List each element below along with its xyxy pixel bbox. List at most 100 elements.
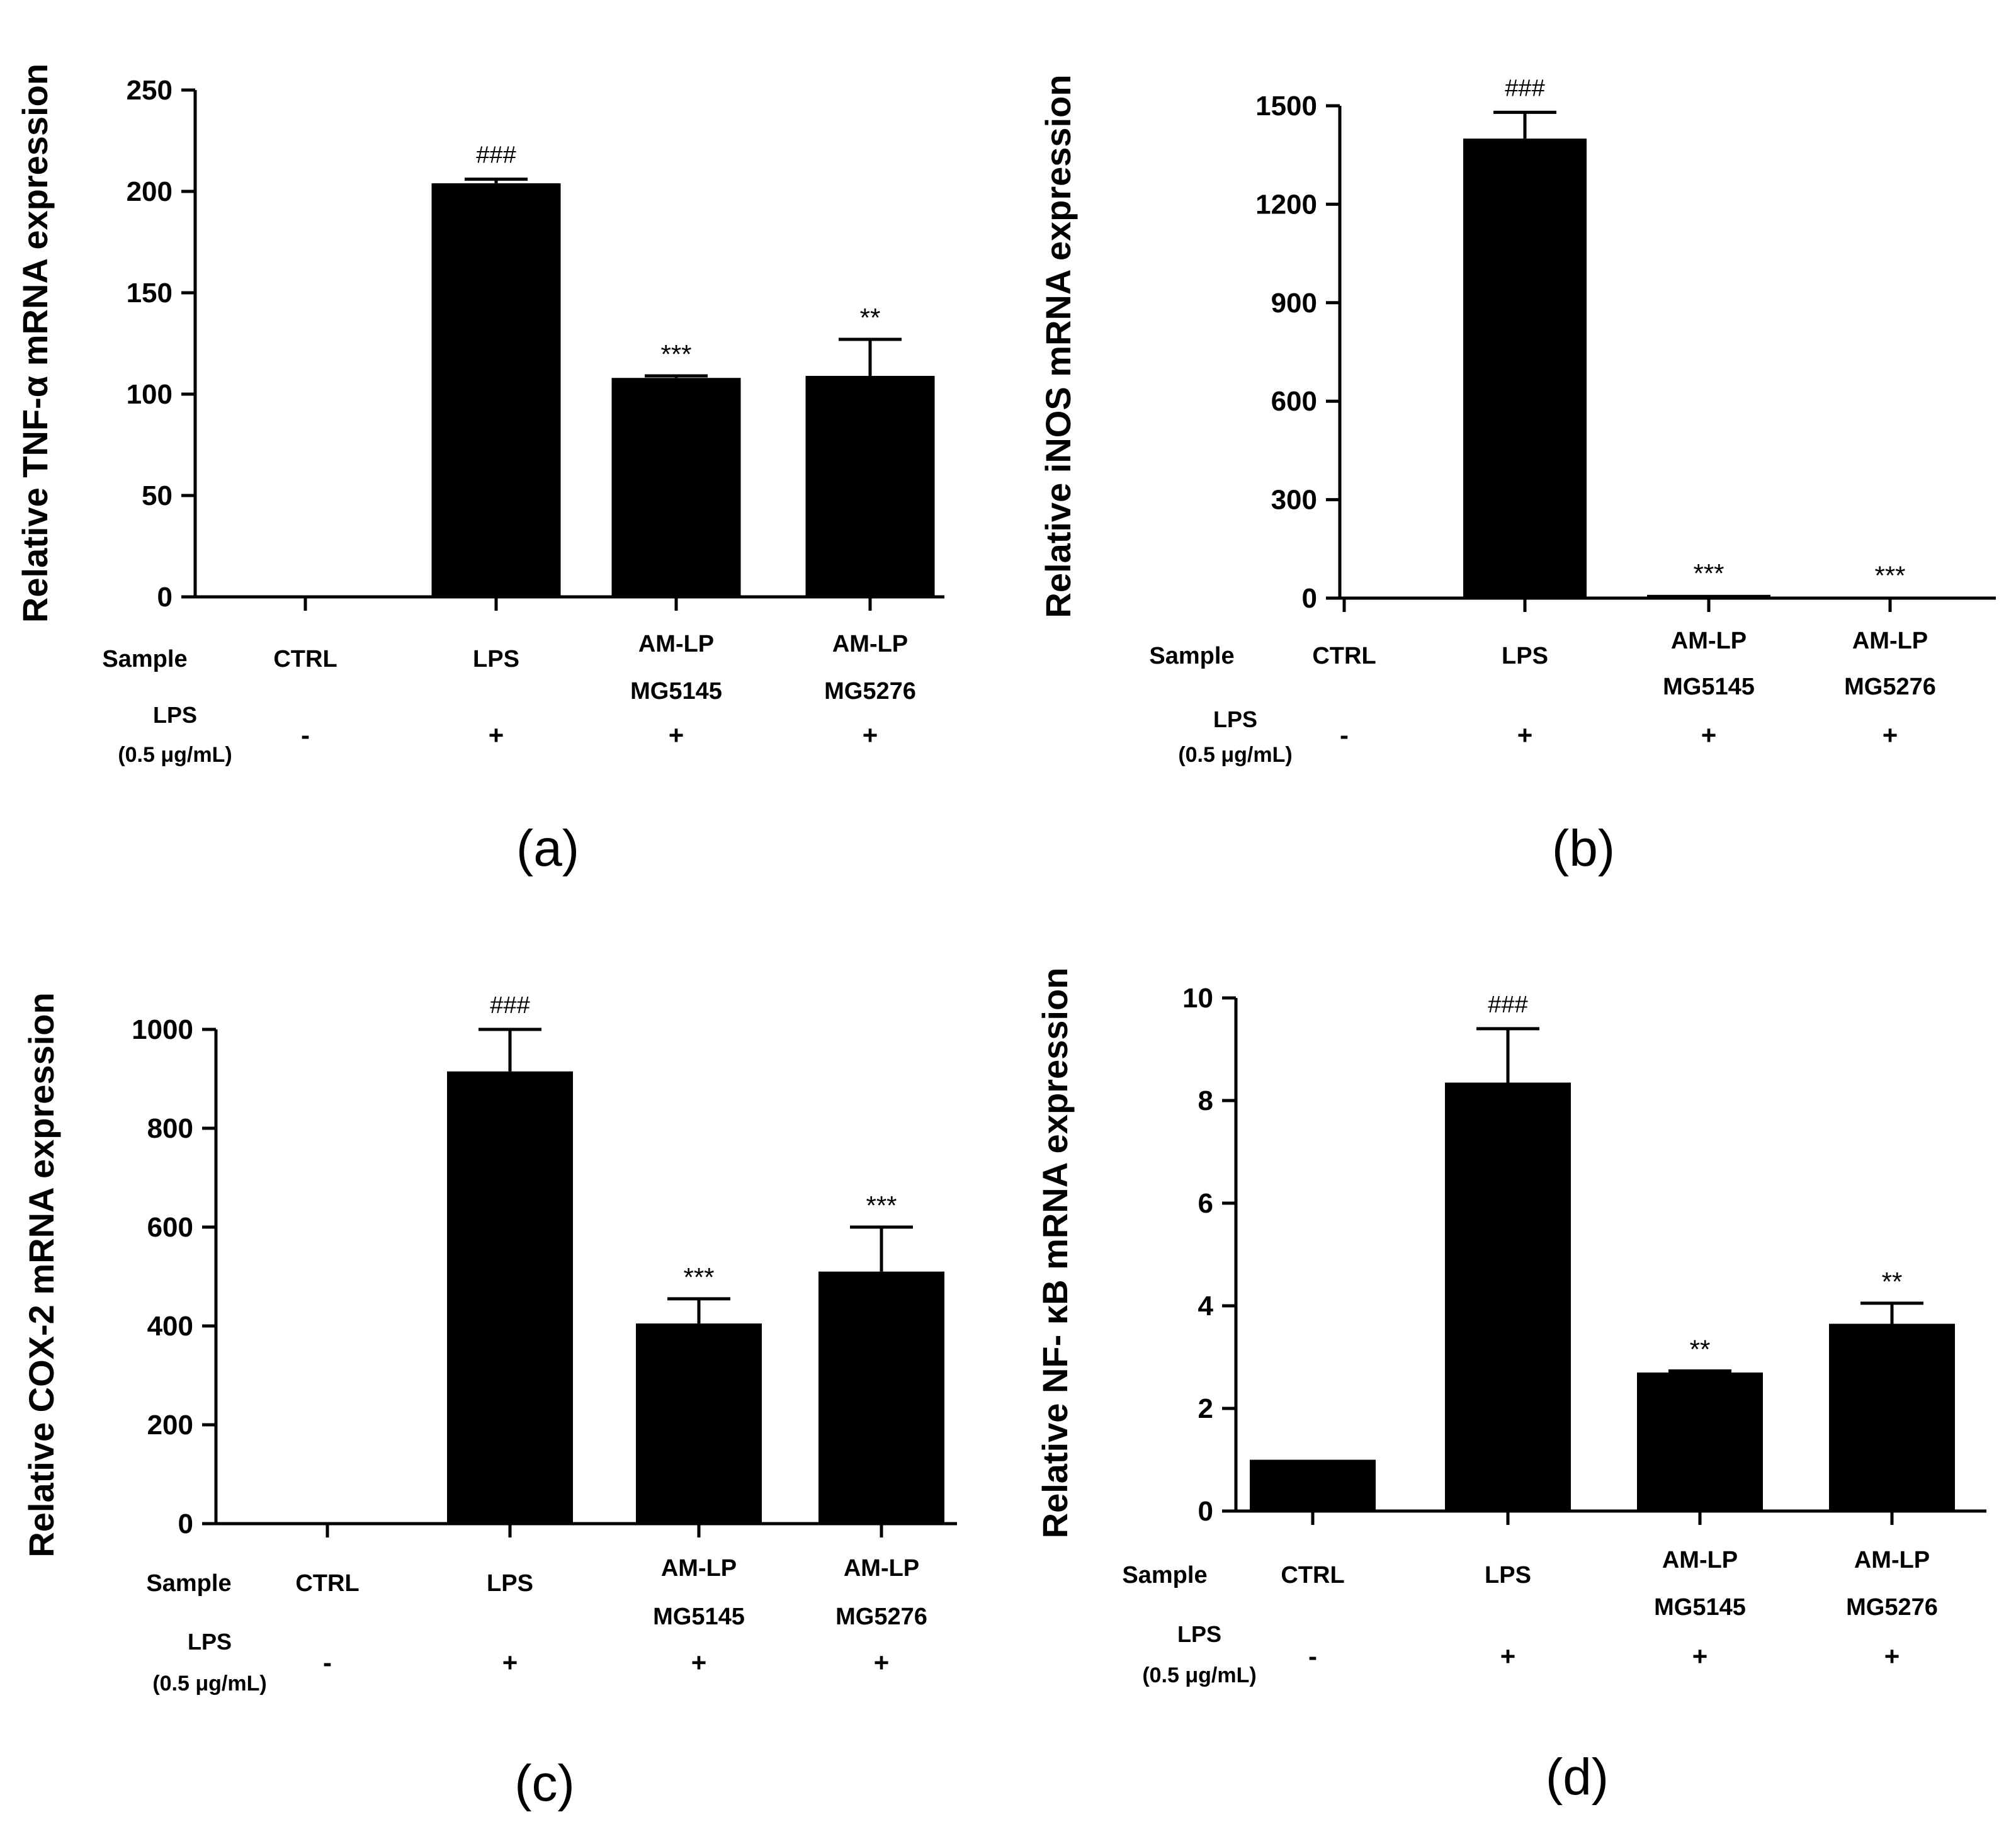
category-label: CTRL <box>1312 643 1376 669</box>
lps-row-label: LPS <box>188 1629 232 1655</box>
category-label: AM-LP <box>1671 628 1747 654</box>
lps-row-label: LPS <box>1213 706 1257 732</box>
y-tick-label: 10 <box>1182 983 1213 1014</box>
bar <box>431 183 561 597</box>
significance-label: *** <box>660 339 691 369</box>
y-tick-label: 250 <box>127 75 173 106</box>
y-tick-label: 1500 <box>1255 91 1317 122</box>
panel-label: (c) <box>514 1755 575 1812</box>
y-tick-label: 2 <box>1198 1393 1213 1424</box>
y-axis-title: Relative TNF-α mRNA expression <box>15 64 55 623</box>
category-label: MG5145 <box>630 678 722 705</box>
category-label: AM-LP <box>1852 628 1928 654</box>
lps-treatment-sign: + <box>1701 720 1717 750</box>
category-label: MG5276 <box>1844 674 1936 700</box>
category-label: CTRL <box>295 1570 359 1597</box>
chart-panel: ### *** *** 0 300 600 900 1200 1500 Relative iNOS… <box>1038 74 1996 877</box>
significance-label: ### <box>476 142 516 169</box>
significance-label: *** <box>1693 558 1724 588</box>
y-tick-label: 0 <box>1302 583 1317 614</box>
lps-dose-label: (0.5 μg/mL) <box>118 743 232 767</box>
lps-treatment-sign: + <box>691 1648 707 1677</box>
y-tick-label: 8 <box>1198 1085 1213 1116</box>
lps-treatment-sign: - <box>323 1648 332 1677</box>
panel-label: (d) <box>1546 1748 1609 1806</box>
significance-label: *** <box>683 1262 714 1292</box>
y-tick-label: 1200 <box>1255 189 1317 220</box>
lps-dose-label: (0.5 μg/mL) <box>1178 743 1292 767</box>
panel-label: (a) <box>516 820 579 877</box>
lps-treatment-sign: + <box>502 1648 518 1677</box>
lps-treatment-sign: - <box>1308 1641 1317 1671</box>
panel-label: (b) <box>1552 820 1615 877</box>
lps-treatment-sign: + <box>1883 720 1898 750</box>
sample-row-label: Sample <box>102 646 187 672</box>
y-tick-label: 200 <box>147 1410 193 1441</box>
lps-dose-label: (0.5 μg/mL) <box>1142 1663 1256 1687</box>
y-tick-label: 600 <box>1271 386 1317 417</box>
significance-label: ### <box>1488 992 1527 1018</box>
y-tick-label: 400 <box>147 1311 193 1342</box>
category-label: AM-LP <box>1662 1547 1738 1573</box>
category-label: MG5276 <box>835 1604 927 1630</box>
y-tick-label: 150 <box>127 278 173 309</box>
chart-panel: ### ** ** 0 2 4 6 8 10 Relative NF- κB mRNA expre… <box>1035 968 1986 1806</box>
significance-label: ** <box>860 303 881 332</box>
category-label: MG5145 <box>1654 1594 1746 1621</box>
lps-row-label: LPS <box>1177 1621 1221 1647</box>
y-axis-title: Relative COX-2 mRNA expression <box>21 992 61 1557</box>
chart-panel: ### *** *** 0 200 400 600 800 1000 Relative COX-2… <box>21 992 957 1812</box>
category-label: AM-LP <box>844 1555 919 1582</box>
y-tick-label: 0 <box>1198 1496 1213 1527</box>
y-tick-label: 6 <box>1198 1188 1213 1219</box>
category-label: AM-LP <box>832 631 908 657</box>
y-tick-label: 1000 <box>132 1014 193 1045</box>
significance-label: ### <box>1505 75 1544 101</box>
significance-label: ### <box>490 992 529 1019</box>
sample-row-label: Sample <box>146 1570 231 1597</box>
bar <box>1463 139 1587 599</box>
category-label: CTRL <box>273 646 337 672</box>
lps-treatment-sign: + <box>1500 1641 1516 1671</box>
lps-treatment-sign: - <box>1340 720 1349 750</box>
y-axis-title: Relative NF- κB mRNA expression <box>1035 968 1075 1539</box>
y-tick-label: 800 <box>147 1113 193 1144</box>
y-tick-label: 0 <box>157 582 173 613</box>
lps-treatment-sign: + <box>489 720 504 750</box>
lps-row-label: LPS <box>153 702 197 728</box>
bar <box>1829 1323 1955 1511</box>
lps-treatment-sign: + <box>1884 1641 1900 1671</box>
y-tick-label: 200 <box>127 176 173 207</box>
y-tick-label: 900 <box>1271 288 1317 319</box>
category-label: MG5276 <box>824 678 916 705</box>
lps-treatment-sign: + <box>874 1648 890 1677</box>
bar <box>1445 1082 1571 1511</box>
bar <box>636 1323 762 1524</box>
category-label: MG5276 <box>1846 1594 1938 1621</box>
y-axis-title: Relative iNOS mRNA expression <box>1038 74 1078 618</box>
bar <box>611 378 741 597</box>
category-label: LPS <box>473 646 519 672</box>
lps-treatment-sign: + <box>669 720 684 750</box>
lps-treatment-sign: + <box>1692 1641 1708 1671</box>
bar <box>1647 594 1770 598</box>
lps-treatment-sign: - <box>301 720 310 750</box>
category-label: AM-LP <box>661 1555 737 1582</box>
significance-label: *** <box>1874 560 1905 590</box>
category-label: AM-LP <box>1854 1547 1930 1573</box>
significance-label: *** <box>866 1191 897 1220</box>
y-tick-label: 4 <box>1198 1291 1214 1322</box>
y-tick-label: 600 <box>147 1212 193 1243</box>
bar <box>447 1071 573 1524</box>
category-label: LPS <box>1502 643 1548 669</box>
significance-label: ** <box>1882 1267 1903 1296</box>
bar <box>818 1271 944 1524</box>
category-label: CTRL <box>1281 1562 1344 1588</box>
category-label: LPS <box>487 1570 533 1597</box>
category-label: MG5145 <box>1663 674 1755 700</box>
category-label: LPS <box>1485 1562 1531 1588</box>
significance-label: ** <box>1690 1335 1711 1364</box>
